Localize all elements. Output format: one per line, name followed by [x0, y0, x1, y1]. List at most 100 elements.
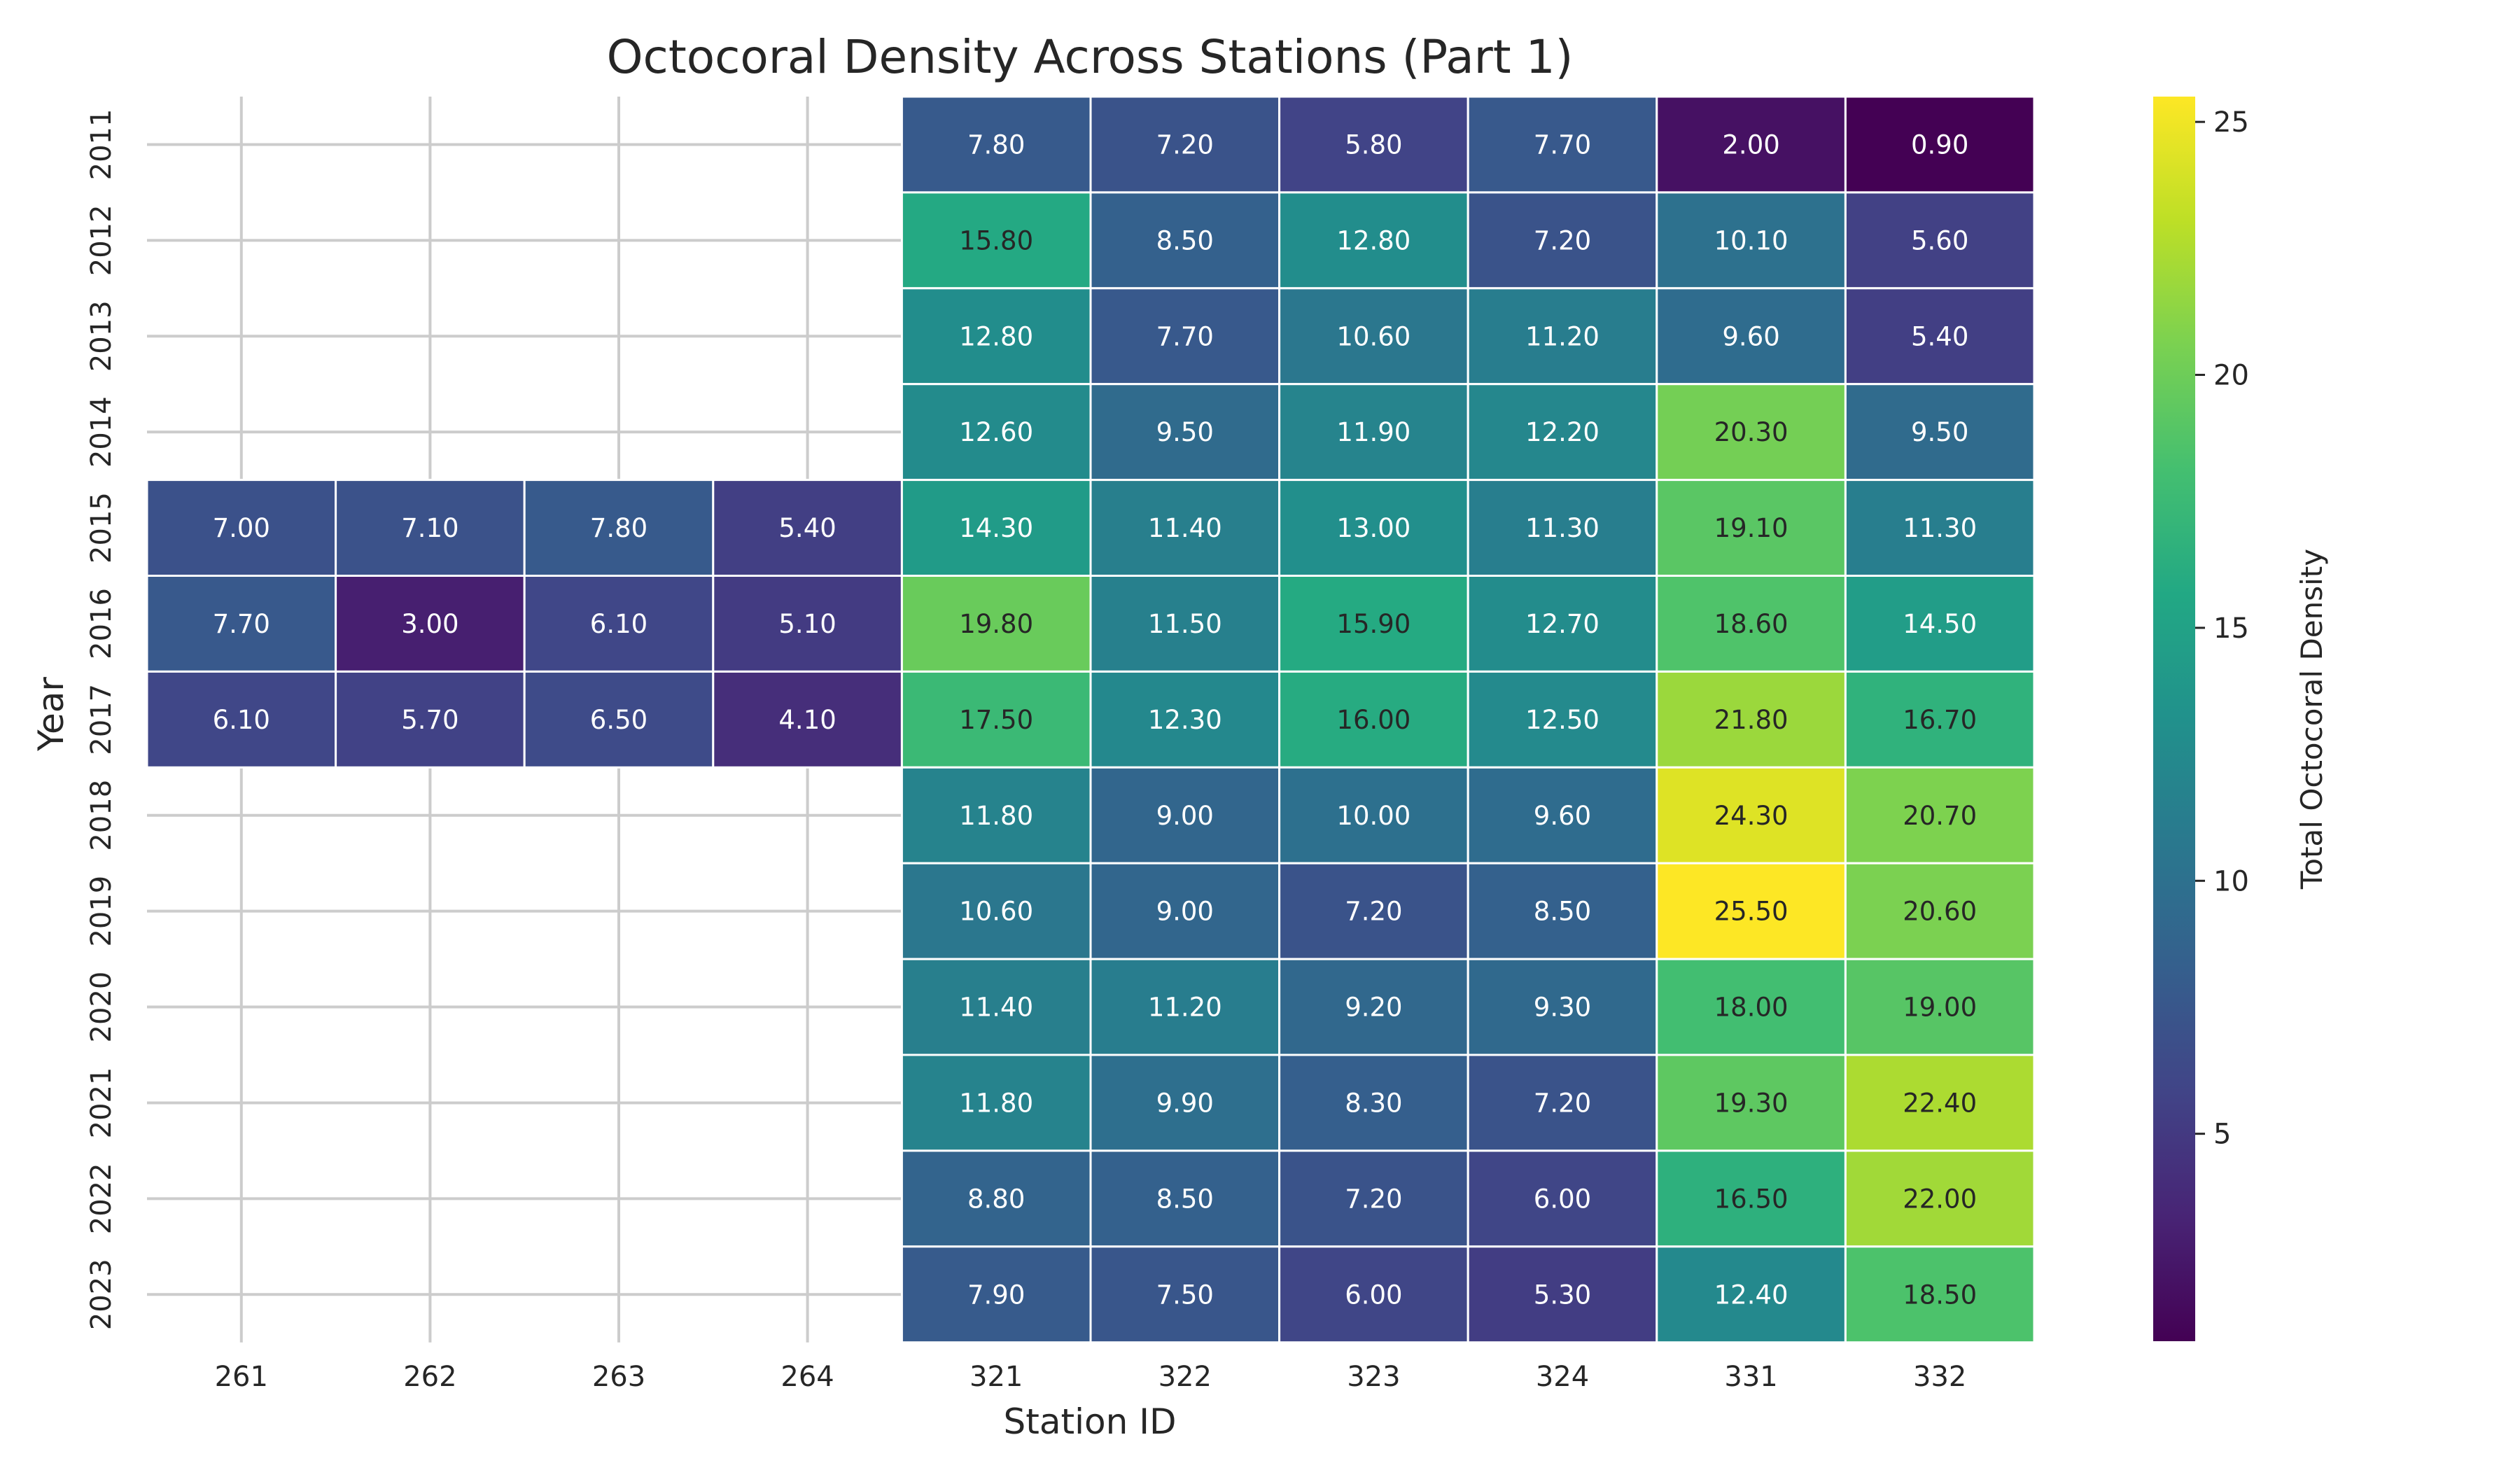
- heatmap-cell: [900, 766, 1092, 864]
- y-tick-label: 2021: [85, 1068, 118, 1139]
- cell-value-label: 17.50: [959, 705, 1033, 735]
- cell-value-label: 8.30: [1345, 1088, 1402, 1118]
- heatmap-cell: [1844, 1149, 2036, 1248]
- cell-value-label: 18.60: [1714, 609, 1788, 639]
- cell-value-label: 5.40: [1911, 321, 1968, 351]
- cell-value-label: 9.90: [1156, 1088, 1214, 1118]
- heatmap-cell: [712, 670, 903, 769]
- cell-value-label: 21.80: [1714, 705, 1788, 735]
- cell-value-label: 11.20: [1148, 993, 1222, 1023]
- x-tick-label: 323: [1347, 1361, 1400, 1393]
- cell-value-label: 6.10: [213, 705, 270, 735]
- cell-value-label: 10.00: [1336, 801, 1410, 831]
- cell-value-label: 12.40: [1714, 1280, 1788, 1310]
- colorbar-tick-label: 10: [2213, 865, 2249, 897]
- heatmap-cell: [900, 383, 1092, 482]
- cell-value-label: 7.80: [590, 513, 648, 543]
- cell-value-label: 0.90: [1911, 130, 1968, 160]
- cell-value-labels: 7.80 7.20 5.80 7.70 2.00 0.90 15.80 8.50 12.80 7.…: [213, 130, 1977, 1310]
- heatmap-cell: [1278, 479, 1469, 577]
- heatmap-cell: [146, 479, 337, 577]
- heatmap-cell: [146, 670, 337, 769]
- cell-value-label: 11.30: [1903, 513, 1977, 543]
- cell-value-label: 8.50: [1156, 1184, 1214, 1214]
- cell-value-label: 14.50: [1903, 609, 1977, 639]
- heatmap-cell: [1466, 1245, 1658, 1344]
- cell-value-label: 9.00: [1156, 897, 1214, 927]
- heatmap-cell: [1466, 1054, 1658, 1152]
- heatmap-cell: [1089, 575, 1281, 673]
- cell-value-label: 7.00: [213, 513, 270, 543]
- heatmap-cell: [900, 670, 1092, 769]
- cell-value-label: 8.50: [1534, 897, 1591, 927]
- heatmap-cell: [1278, 1054, 1469, 1152]
- heatmap-cell: [1466, 862, 1658, 960]
- cell-value-label: 14.30: [959, 513, 1033, 543]
- y-tick-label: 2013: [85, 300, 118, 372]
- heatmap-cell: [1844, 575, 2036, 673]
- heatmap-cell: [900, 958, 1092, 1056]
- x-tick-label: 331: [1724, 1361, 1777, 1393]
- x-tick-label: 324: [1536, 1361, 1589, 1393]
- cell-value-label: 19.30: [1714, 1088, 1788, 1118]
- cell-value-label: 16.00: [1336, 705, 1410, 735]
- cell-value-label: 5.60: [1911, 225, 1968, 255]
- heatmap-cell: [1278, 1149, 1469, 1248]
- cell-value-label: 6.00: [1345, 1280, 1402, 1310]
- colorbar: 5 10 15 20 25 Total Octocoral Density: [2153, 97, 2329, 1341]
- cell-value-label: 4.10: [778, 705, 836, 735]
- heatmap-cell: [1089, 479, 1281, 577]
- cell-value-label: 15.80: [959, 225, 1033, 255]
- chart-title: Octocoral Density Across Stations (Part …: [607, 30, 1574, 84]
- y-tick-label: 2012: [85, 204, 118, 276]
- colorbar-gradient: [2153, 97, 2195, 1341]
- cell-value-label: 6.50: [590, 705, 648, 735]
- cell-value-label: 13.00: [1336, 513, 1410, 543]
- heatmap-cell: [1089, 287, 1281, 386]
- y-tick-label: 2023: [85, 1259, 118, 1330]
- cell-value-label: 3.00: [401, 609, 458, 639]
- cell-value-label: 7.20: [1534, 1088, 1591, 1118]
- cell-value-label: 22.00: [1903, 1184, 1977, 1214]
- heatmap-cell: [1844, 862, 2036, 960]
- heatmap-cell: [1089, 191, 1281, 290]
- x-tick-labels: 261 262 263 264 321 322 323 324 331 332: [215, 1361, 1967, 1393]
- cell-value-label: 12.80: [959, 321, 1033, 351]
- heatmap-cell: [1278, 958, 1469, 1056]
- cell-value-label: 9.60: [1534, 801, 1591, 831]
- cell-value-label: 7.20: [1345, 897, 1402, 927]
- cell-value-label: 11.20: [1525, 321, 1600, 351]
- heatmap-cell: [1089, 958, 1281, 1056]
- cell-value-label: 20.30: [1714, 417, 1788, 447]
- cell-value-label: 5.70: [401, 705, 458, 735]
- heatmap-cell: [1466, 95, 1658, 194]
- cell-value-label: 7.10: [401, 513, 458, 543]
- cell-value-label: 19.80: [959, 609, 1033, 639]
- x-tick-label: 332: [1913, 1361, 1966, 1393]
- heatmap-cells: [146, 95, 2036, 1344]
- cell-value-label: 15.90: [1336, 609, 1410, 639]
- y-tick-label: 2015: [85, 492, 118, 564]
- x-tick-label: 263: [592, 1361, 645, 1393]
- y-tick-label: 2018: [85, 780, 118, 851]
- heatmap-cell: [1466, 766, 1658, 864]
- heatmap-cell: [1844, 766, 2036, 864]
- cell-value-label: 9.30: [1534, 993, 1591, 1023]
- cell-value-label: 7.70: [1534, 130, 1591, 160]
- heatmap-cell: [1656, 1054, 1847, 1152]
- cell-value-label: 12.70: [1525, 609, 1600, 639]
- cell-value-label: 6.10: [590, 609, 648, 639]
- heatmap-cell: [1656, 191, 1847, 290]
- heatmap-cell: [1089, 95, 1281, 194]
- cell-value-label: 9.50: [1156, 417, 1214, 447]
- x-tick-label: 322: [1158, 1361, 1212, 1393]
- cell-value-label: 5.30: [1534, 1280, 1591, 1310]
- heatmap-cell: [1656, 1245, 1847, 1344]
- heatmap-cell: [1844, 479, 2036, 577]
- cell-value-label: 11.90: [1336, 417, 1410, 447]
- heatmap-cell: [1844, 191, 2036, 290]
- cell-value-label: 12.80: [1336, 225, 1410, 255]
- cell-value-label: 18.50: [1903, 1280, 1977, 1310]
- heatmap-cell: [1656, 1149, 1847, 1248]
